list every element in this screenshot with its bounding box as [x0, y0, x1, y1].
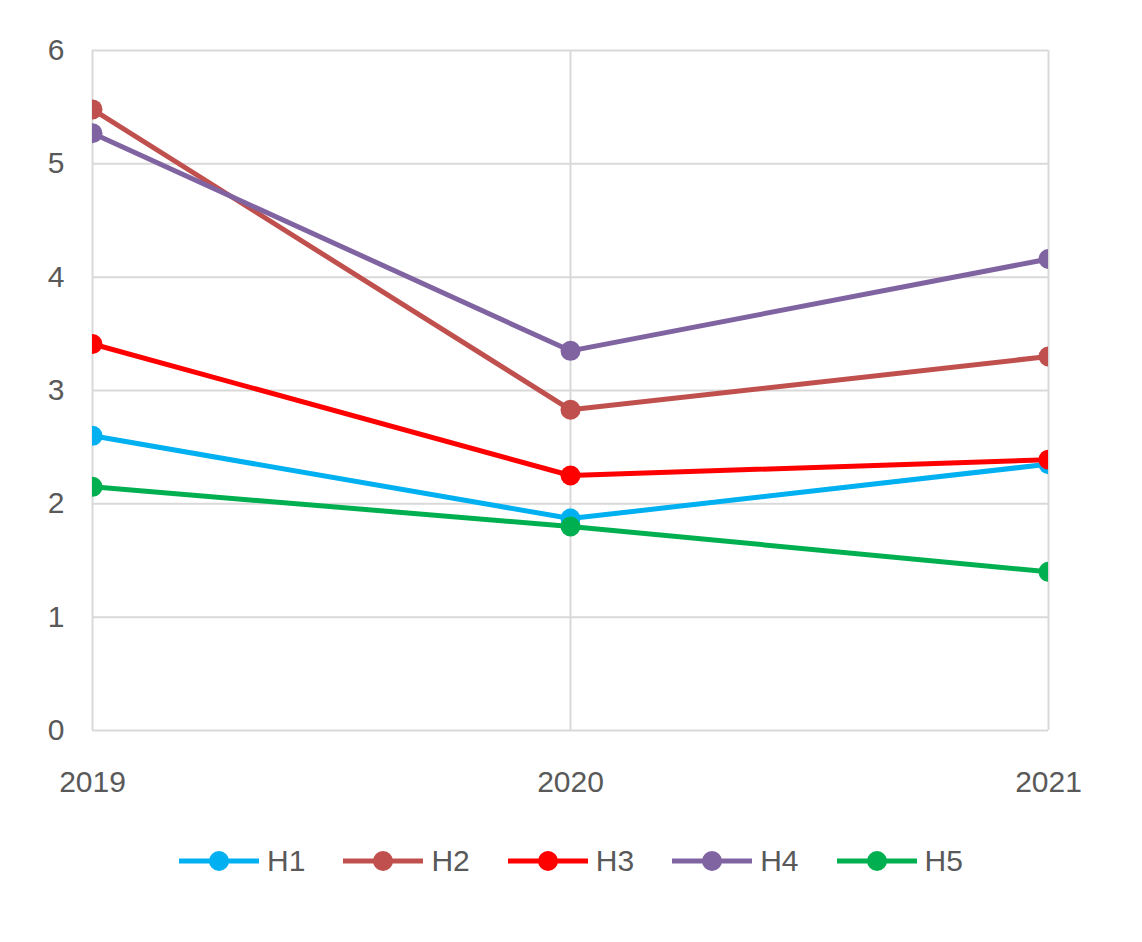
svg-text:2021: 2021 — [1015, 765, 1082, 798]
svg-text:3: 3 — [48, 373, 65, 406]
svg-text:6: 6 — [48, 33, 65, 66]
svg-text:1: 1 — [48, 600, 65, 633]
svg-text:2020: 2020 — [537, 765, 604, 798]
svg-text:4: 4 — [48, 260, 65, 293]
svg-text:2019: 2019 — [59, 765, 126, 798]
html-text:H1: H1 — [267, 844, 306, 877]
svg-text:0: 0 — [48, 713, 65, 746]
html-text:H5: H5 — [924, 844, 963, 877]
html-text:H2: H2 — [431, 844, 470, 877]
html-text:H3: H3 — [595, 844, 635, 877]
svg-text:2: 2 — [48, 486, 65, 519]
html-text:H4: H4 — [760, 844, 799, 877]
svg-text:5: 5 — [48, 146, 65, 179]
